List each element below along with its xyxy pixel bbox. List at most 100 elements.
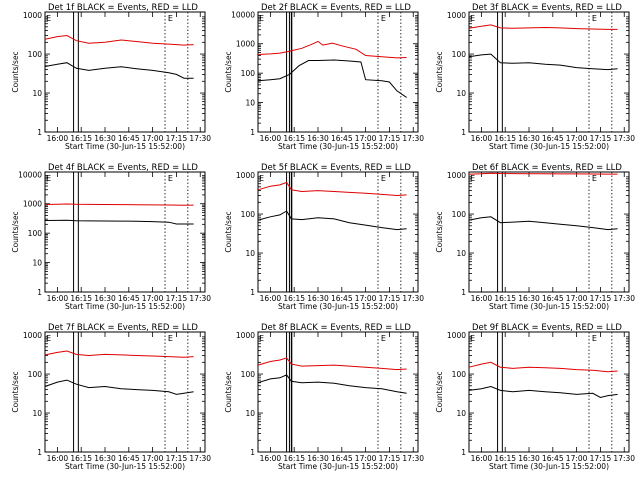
chart-4-title: Det 4f BLACK = Events, RED = LLD <box>48 163 198 173</box>
chart-2-xtick-label: 17:15 <box>379 134 401 143</box>
chart-7-xlabel: Start Time (30-Jun-15 15:52:00) <box>65 462 185 471</box>
chart-9-series-lld <box>468 361 618 373</box>
chart-2-ytick-label: 10000 <box>231 10 255 19</box>
chart-6-marker-label: E <box>592 174 597 183</box>
chart-7-xtick-label: 17:00 <box>142 454 164 463</box>
chart-6-xtick-label: 17:00 <box>566 294 588 303</box>
chart-4-xtick-label: 16:45 <box>118 294 140 303</box>
chart-9-ytick-label: 1 <box>461 448 466 457</box>
chart-3-xtick-label: 16:00 <box>471 134 493 143</box>
chart-8-ylabel: Counts/sec <box>224 371 233 412</box>
chart-9-xtick-label: 17:30 <box>613 454 635 463</box>
chart-8-marker-label: E <box>259 334 264 343</box>
chart-2-series-lld <box>257 40 407 59</box>
chart-5-xtick-label: 16:00 <box>260 294 282 303</box>
chart-7-ytick-label: 100 <box>28 370 43 379</box>
chart-7-marker-label: E <box>46 334 51 343</box>
chart-8-xtick-label: 17:15 <box>379 454 401 463</box>
chart-5-ytick-label: 1000 <box>236 171 255 180</box>
chart-6-series-events <box>468 216 618 231</box>
chart-3-xtick-label: 17:15 <box>590 134 612 143</box>
chart-7-title: Det 7f BLACK = Events, RED = LLD <box>48 323 198 333</box>
chart-6-title: Det 6f BLACK = Events, RED = LLD <box>472 163 622 173</box>
chart-1-xtick-label: 16:00 <box>47 134 69 143</box>
chart-6-xtick-label: 17:30 <box>613 294 635 303</box>
chart-6-marker-label: E <box>470 174 475 183</box>
chart-1-ytick-label: 100 <box>28 50 43 59</box>
chart-4-marker-label: E <box>46 174 51 183</box>
chart-4-frame <box>44 171 206 293</box>
chart-4-ytick-label: 10 <box>32 259 42 268</box>
chart-9-series-events <box>468 385 618 399</box>
chart-7-xtick-label: 16:00 <box>47 454 69 463</box>
chart-6-xtick-label: 16:00 <box>471 294 493 303</box>
chart-4-ytick-label: 1 <box>37 288 42 297</box>
chart-5-title: Det 5f BLACK = Events, RED = LLD <box>261 163 411 173</box>
chart-9-marker-label: E <box>470 334 475 343</box>
chart-6-ytick-label: 10 <box>456 249 466 258</box>
chart-1-xtick-label: 16:45 <box>118 134 140 143</box>
chart-4-series-events <box>44 219 194 225</box>
chart-8-title: Det 8f BLACK = Events, RED = LLD <box>261 323 411 333</box>
chart-1-series-events <box>44 62 194 79</box>
chart-9-xtick-label: 16:15 <box>494 454 516 463</box>
chart-4-marker-label: E <box>168 174 173 183</box>
chart-8-ytick-label: 10 <box>245 409 255 418</box>
chart-2-ytick-label: 1000 <box>236 40 255 49</box>
chart-8-xtick-label: 17:00 <box>355 454 377 463</box>
chart-1-xtick-label: 17:00 <box>142 134 164 143</box>
chart-9-ylabel: Counts/sec <box>435 371 444 412</box>
chart-8-xtick-label: 16:45 <box>331 454 353 463</box>
chart-5-ytick-label: 10 <box>245 249 255 258</box>
chart-7-xtick-label: 16:30 <box>94 454 116 463</box>
chart-9-xtick-label: 17:15 <box>590 454 612 463</box>
chart-2-ytick-label: 10 <box>245 99 255 108</box>
chart-3-ytick-label: 1000 <box>447 11 466 20</box>
chart-5-series-lld <box>257 181 407 197</box>
chart-6-xtick-label: 16:15 <box>494 294 516 303</box>
chart-3-series-events <box>468 53 618 71</box>
chart-2-title: Det 2f BLACK = Events, RED = LLD <box>261 3 411 13</box>
chart-7-frame <box>44 331 206 453</box>
chart-3-ytick-label: 10 <box>456 89 466 98</box>
chart-6-ytick-label: 1 <box>461 288 466 297</box>
chart-8-series-events <box>257 374 407 394</box>
chart-5-marker-label: E <box>381 174 386 183</box>
chart-7-marker-label: E <box>168 334 173 343</box>
chart-8-series-lld <box>257 357 407 371</box>
chart-5-marker-label: E <box>259 174 264 183</box>
chart-2-ylabel: Counts/sec <box>224 51 233 92</box>
chart-2-xtick-label: 16:00 <box>260 134 282 143</box>
chart-7-series-lld <box>44 350 194 358</box>
chart-3-series-lld <box>468 24 618 30</box>
chart-5-xtick-label: 16:45 <box>331 294 353 303</box>
chart-1-xtick-label: 17:30 <box>189 134 211 143</box>
chart-3-xtick-label: 16:45 <box>542 134 564 143</box>
chart-3-marker-label: E <box>470 14 475 23</box>
chart-3-ytick-label: 1 <box>461 128 466 137</box>
chart-3-ylabel: Counts/sec <box>435 51 444 92</box>
chart-1-frame <box>44 11 206 133</box>
chart-6-xtick-label: 17:15 <box>590 294 612 303</box>
chart-6-xlabel: Start Time (30-Jun-15 15:52:00) <box>489 302 609 311</box>
chart-2-ytick-label: 100 <box>241 69 256 78</box>
chart-5-series-events <box>257 210 407 231</box>
chart-3-xtick-label: 16:15 <box>494 134 516 143</box>
chart-4-ylabel: Counts/sec <box>11 211 20 252</box>
chart-1-marker-label: E <box>168 14 173 23</box>
chart-5-xtick-label: 17:00 <box>355 294 377 303</box>
chart-5-xtick-label: 17:15 <box>379 294 401 303</box>
chart-4-xlabel: Start Time (30-Jun-15 15:52:00) <box>65 302 185 311</box>
chart-9-xtick-label: 16:00 <box>471 454 493 463</box>
chart-1-xtick-label: 16:15 <box>70 134 92 143</box>
chart-1-ytick-label: 10 <box>32 89 42 98</box>
chart-8-xlabel: Start Time (30-Jun-15 15:52:00) <box>278 462 398 471</box>
chart-8-xtick-label: 16:30 <box>307 454 329 463</box>
chart-7-xtick-label: 17:30 <box>189 454 211 463</box>
chart-1-ylabel: Counts/sec <box>11 51 20 92</box>
chart-2-marker-label: E <box>259 14 264 23</box>
chart-3-marker-label: E <box>592 14 597 23</box>
chart-6-xtick-label: 16:30 <box>518 294 540 303</box>
chart-4-xtick-label: 16:00 <box>47 294 69 303</box>
